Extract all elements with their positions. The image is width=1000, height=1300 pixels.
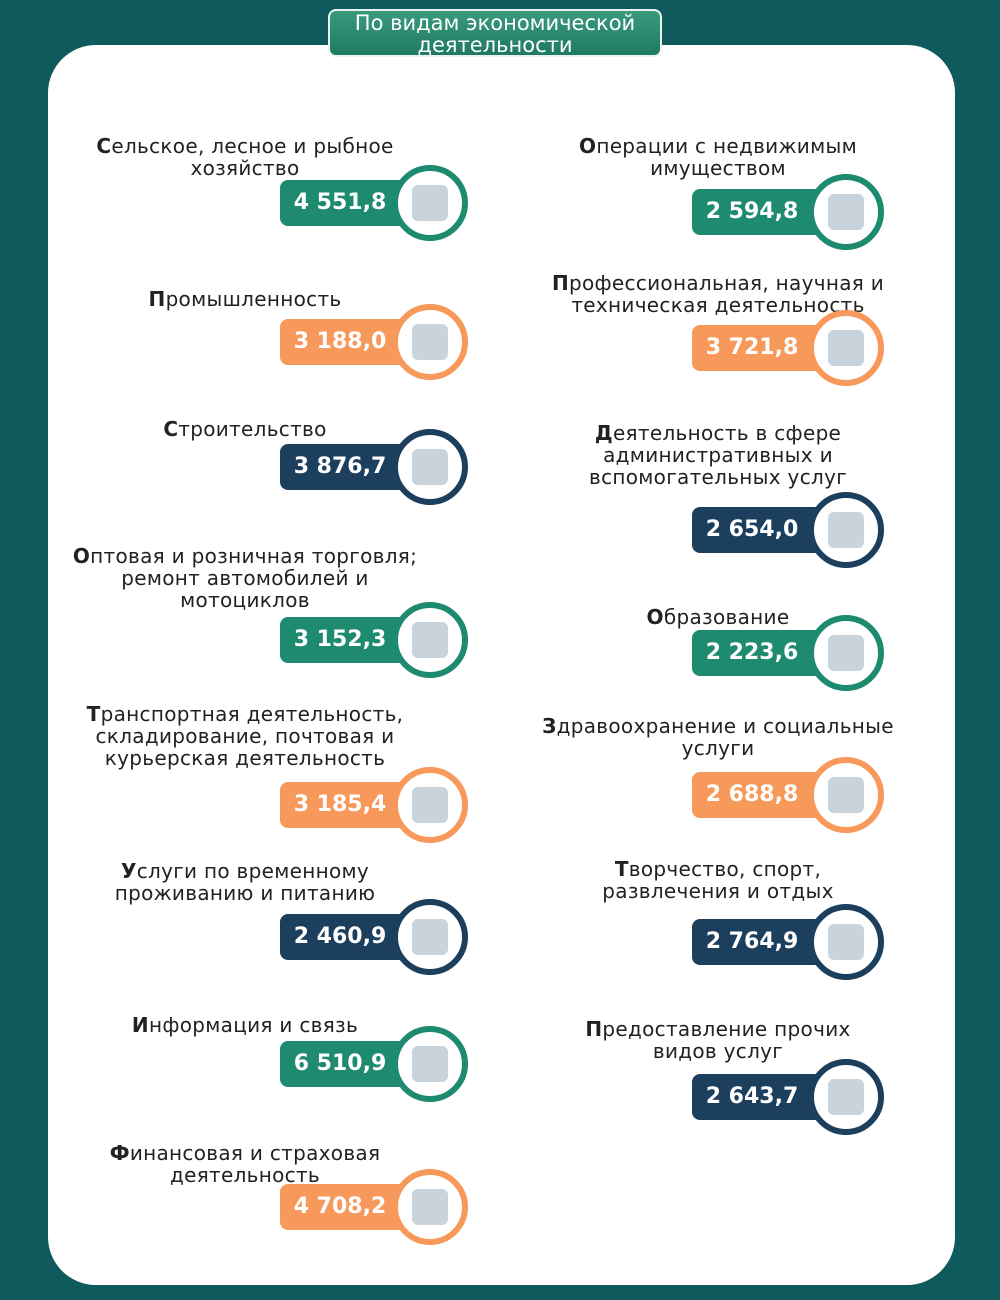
icon-glyph [412,324,448,360]
item-icon [392,1026,468,1102]
item-label: Творчество, спорт, развлечения и отдых [602,857,834,903]
item-icon [392,602,468,678]
icon-glyph [828,330,864,366]
icon-glyph [828,194,864,230]
icon-glyph [412,185,448,221]
item-label: Строительство [163,417,327,441]
item-icon [392,767,468,843]
item-label: Здравоохранение и социальные услуги [542,714,894,760]
item-label: Информация и связь [131,1013,359,1037]
icon-glyph [828,777,864,813]
icon-glyph [412,1189,448,1225]
item-icon [392,899,468,975]
item-icon [392,1169,468,1245]
icon-glyph [412,622,448,658]
icon-glyph [828,635,864,671]
item-icon [808,174,884,250]
icon-glyph [828,924,864,960]
item-label: Образование [646,605,790,629]
item-label: Оптовая и розничная торговля; ремонт авт… [72,544,418,612]
icon-glyph [828,1079,864,1115]
icon-glyph [828,512,864,548]
item-icon [808,904,884,980]
item-label: Деятельность в сфере административных и … [588,421,848,489]
item-icon [808,492,884,568]
icon-glyph [412,919,448,955]
item-label: Транспортная деятельность, складирование… [86,702,404,770]
item-label: Услуги по временному проживанию и питани… [114,859,376,905]
icon-glyph [412,449,448,485]
item-label: Предоставление прочих видов услуг [585,1017,851,1063]
header-title: По видам экономической деятельности [328,9,662,57]
item-icon [392,304,468,380]
icon-glyph [412,1046,448,1082]
item-icon [808,1059,884,1135]
item-label: Операции с недвижимым имуществом [579,134,857,180]
item-icon [392,165,468,241]
item-label: Финансовая и страховая деятельность [109,1141,381,1187]
item-icon [392,429,468,505]
item-label: Промышленность [148,287,342,311]
item-icon [808,310,884,386]
item-icon [808,757,884,833]
item-label: Профессиональная, научная и техническая … [551,271,885,317]
icon-glyph [412,787,448,823]
item-label: Сельское, лесное и рыбное хозяйство [96,134,394,180]
item-icon [808,615,884,691]
